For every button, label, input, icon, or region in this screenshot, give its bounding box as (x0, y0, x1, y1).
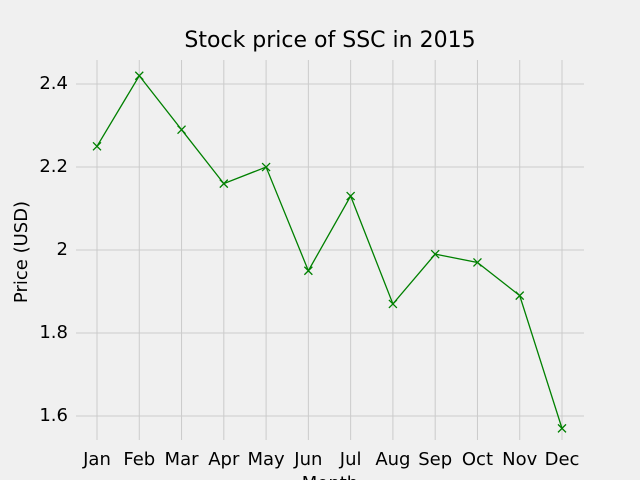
marker (219, 179, 229, 189)
x-tick-label: Jan (82, 449, 111, 470)
x-tick-label: Oct (462, 449, 493, 470)
x-tick-label: Jul (339, 449, 362, 470)
y-tick-label: 2.2 (39, 156, 68, 177)
y-tick-label: 2 (57, 239, 68, 260)
marker (472, 257, 482, 267)
x-tick-label: Jun (293, 449, 322, 470)
x-tick-label: Aug (375, 449, 410, 470)
x-tick-label: Feb (123, 449, 155, 470)
marker (177, 125, 187, 135)
x-tick-label: Mar (165, 449, 200, 470)
x-tick-label: Sep (418, 449, 452, 470)
x-tick-label: Dec (545, 449, 580, 470)
x-tick-label: Nov (502, 449, 537, 470)
y-axis-label: Price (USD) (11, 201, 32, 303)
marker (303, 266, 313, 276)
chart-title: Stock price of SSC in 2015 (184, 28, 475, 53)
marker (134, 71, 144, 81)
x-axis-label: Month (302, 473, 358, 480)
marker (92, 141, 102, 151)
marker (261, 162, 271, 172)
line (96, 74, 563, 429)
y-tick-label: 1.6 (39, 405, 68, 426)
marker (430, 249, 440, 259)
x-tick-label: May (247, 449, 285, 470)
y-tick-label: 1.8 (39, 322, 68, 343)
marker (388, 299, 398, 309)
marker (346, 191, 356, 201)
marker (557, 423, 567, 433)
x-tick-label: Apr (208, 449, 240, 470)
y-tick-label: 2.4 (39, 73, 68, 94)
marker (515, 291, 525, 301)
